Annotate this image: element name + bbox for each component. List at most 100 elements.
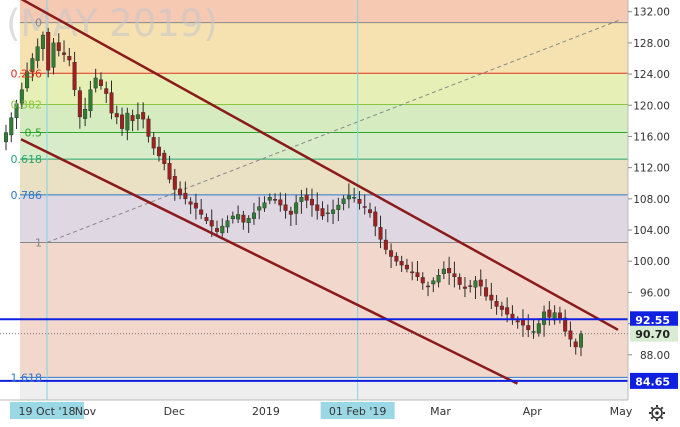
candle	[478, 269, 483, 296]
time-label-highlight	[10, 402, 84, 419]
candle	[531, 319, 536, 339]
candle-body	[499, 305, 504, 310]
candle	[457, 273, 462, 290]
candle-body	[394, 255, 399, 262]
fib-zone-0	[20, 0, 628, 23]
candle-body	[151, 137, 156, 149]
candle	[135, 102, 140, 131]
candle-body	[352, 197, 357, 199]
fib-label-5: 0.786	[11, 189, 43, 202]
candle	[547, 301, 552, 326]
candle-body	[30, 58, 35, 72]
candle	[67, 48, 72, 67]
candle-body	[236, 214, 241, 220]
candle-body	[241, 214, 246, 223]
candle	[199, 198, 204, 220]
candle	[579, 330, 584, 357]
candle-body	[315, 204, 320, 211]
candle-body	[536, 323, 541, 334]
candle	[141, 102, 146, 129]
candle	[426, 281, 431, 297]
candle-body	[378, 227, 383, 240]
candle-body	[130, 115, 135, 122]
candle-body	[510, 313, 515, 319]
price-axis[interactable]: 132.00 128.00 124.00 120.00 116.00 112.00 108.…	[627, 0, 680, 427]
candle-body	[431, 280, 436, 285]
settings-gear-icon[interactable]	[649, 405, 665, 421]
fib-zone-6	[20, 194, 628, 243]
candle	[204, 213, 209, 224]
candle-body	[183, 192, 188, 200]
candle	[536, 318, 541, 337]
candle-body	[25, 71, 30, 89]
price-axis-bg	[628, 0, 680, 427]
candles	[3, 27, 584, 357]
candle	[542, 305, 547, 337]
candle	[215, 220, 220, 236]
candle-body	[225, 220, 230, 228]
fib-label-6: 1	[35, 236, 42, 249]
time-axis-bg	[0, 400, 628, 427]
candle-body	[199, 209, 204, 215]
candle	[104, 81, 109, 104]
candle	[14, 99, 19, 130]
last-price-badge-label: 90.70	[635, 328, 670, 341]
candle	[309, 188, 314, 217]
candle-body	[9, 117, 14, 136]
candle	[93, 68, 98, 93]
candle-body	[531, 331, 536, 333]
candle	[468, 279, 473, 293]
candle-body	[162, 152, 167, 164]
candle	[241, 210, 246, 230]
candle	[19, 82, 24, 109]
fib-zone-2	[20, 73, 628, 105]
candle	[362, 194, 367, 215]
candle	[246, 215, 251, 233]
candle	[130, 109, 135, 132]
candle	[183, 181, 188, 205]
price-tick-label: 96.00	[640, 287, 670, 299]
candle-body	[204, 217, 209, 221]
time-label-highlight	[320, 402, 395, 419]
candle	[473, 276, 478, 300]
candle	[373, 206, 378, 237]
channel-lines	[20, 0, 619, 385]
candle	[220, 218, 225, 237]
candle	[431, 277, 436, 293]
channel-line-lower	[20, 138, 518, 385]
candle	[3, 124, 8, 151]
time-tick-label: Apr	[523, 405, 543, 418]
candle-body	[457, 277, 462, 285]
time-tick-label: May	[610, 405, 633, 418]
candle	[35, 38, 40, 69]
candle-body	[505, 307, 510, 315]
candle-body	[389, 250, 394, 257]
candle-body	[209, 220, 214, 227]
candle	[394, 252, 399, 266]
candle-body	[468, 285, 473, 287]
candle-body	[40, 34, 45, 50]
time-axis[interactable]: 19 Oct '18 Nov Dec 2019 01 Feb '19 Mar Apr May	[0, 399, 633, 427]
candle-body	[262, 202, 267, 209]
candle	[499, 301, 504, 317]
candle-body	[309, 198, 314, 206]
candle	[526, 314, 531, 338]
candle	[172, 168, 177, 201]
candle-body	[299, 197, 304, 202]
candle-body	[331, 209, 336, 214]
fib-label-1: 0.236	[11, 67, 43, 80]
candle	[193, 193, 198, 220]
candle-body	[547, 309, 552, 318]
candle	[262, 196, 267, 212]
candle-body	[357, 198, 362, 204]
candle	[77, 86, 82, 129]
time-tick-label: 2019	[252, 405, 280, 418]
candle-body	[51, 42, 56, 68]
candle	[378, 215, 383, 249]
candle-body	[373, 211, 378, 227]
candle-body	[441, 268, 446, 274]
candle-body	[383, 239, 388, 250]
candle-body	[489, 294, 494, 301]
candle-body	[462, 286, 467, 289]
candle	[573, 338, 578, 355]
